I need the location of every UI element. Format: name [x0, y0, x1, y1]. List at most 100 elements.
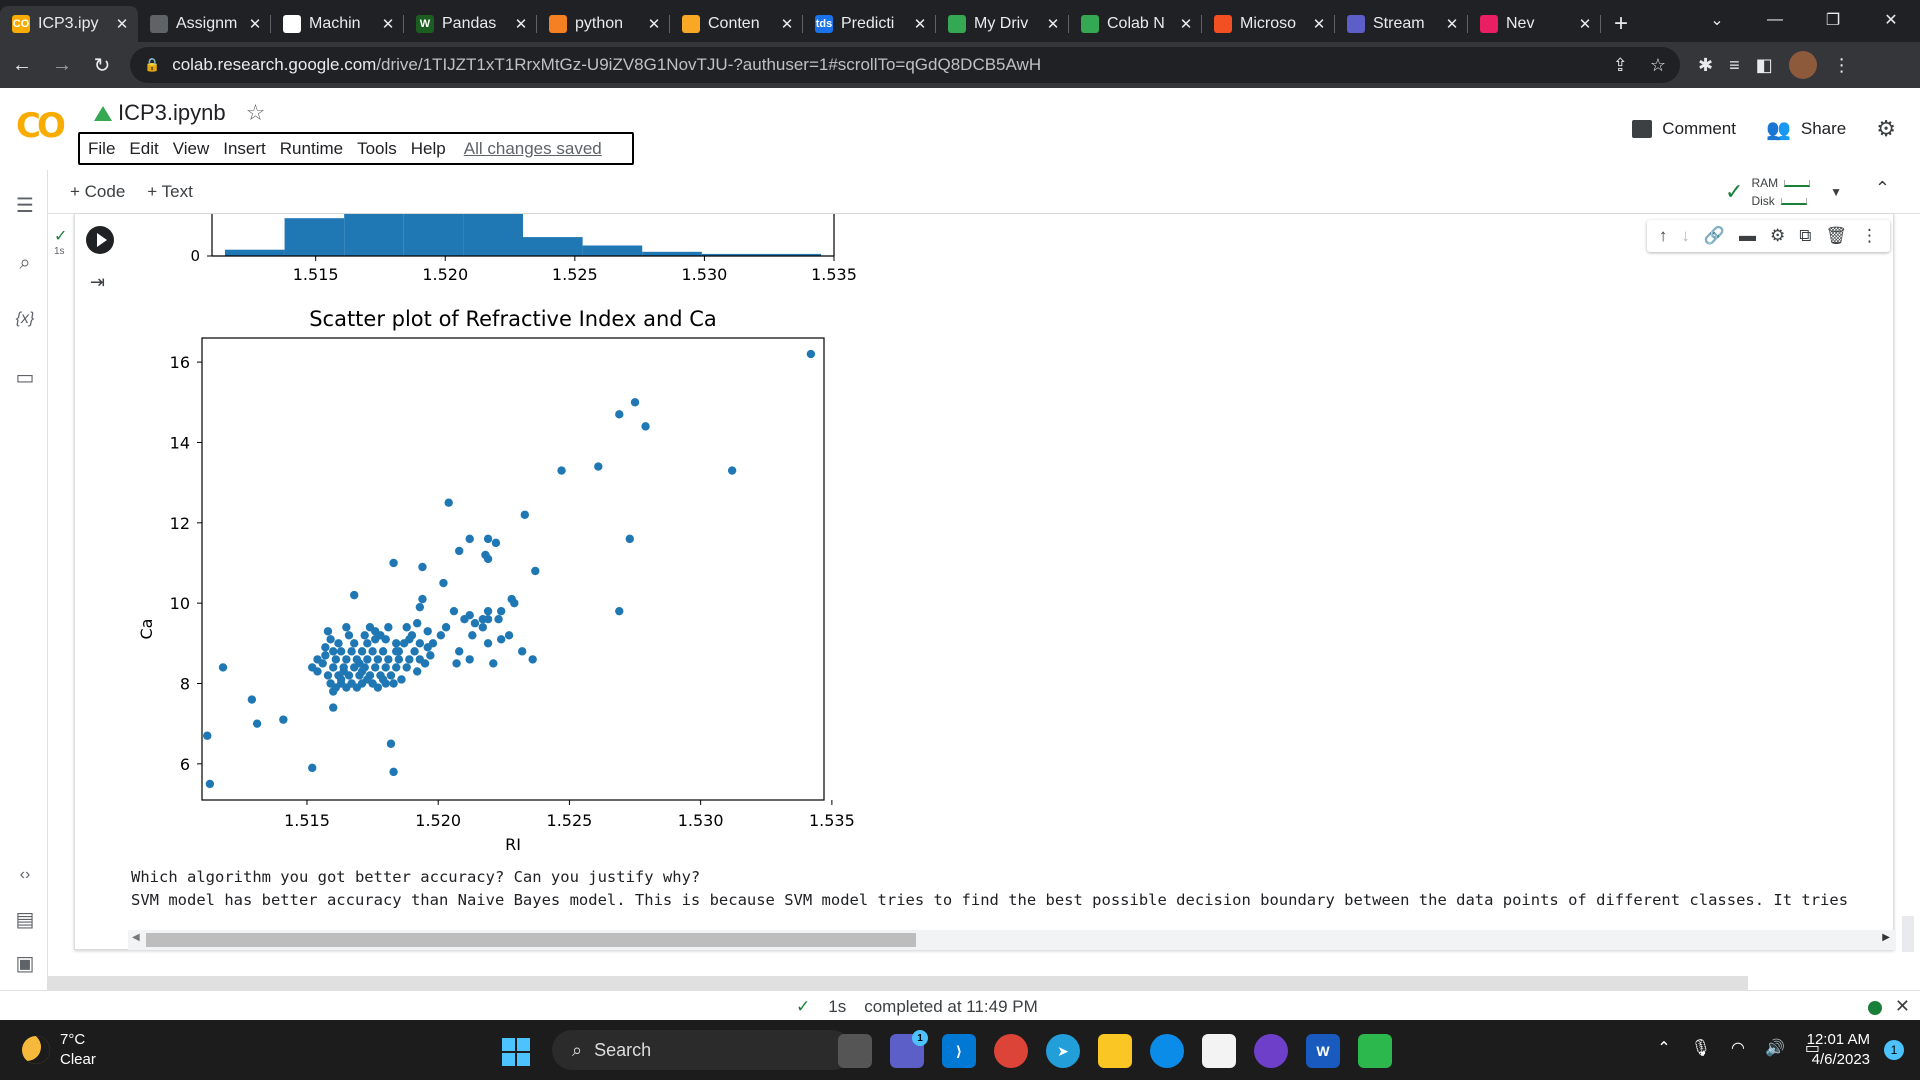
browser-tab[interactable]: CO ICP3.ipy ✕ — [0, 6, 138, 42]
share-button[interactable]: 👥 Share — [1766, 117, 1846, 142]
add-code-button[interactable]: + Code — [70, 181, 126, 201]
volume-icon[interactable]: 🔊 — [1764, 1040, 1785, 1057]
menu-view[interactable]: View — [172, 138, 210, 158]
output-horizontal-scrollbar[interactable]: ◀ ▶ — [128, 930, 1896, 950]
minimize-icon[interactable]: — — [1767, 11, 1783, 28]
tab-close-icon[interactable]: ✕ — [514, 16, 528, 33]
forward-icon[interactable]: → — [52, 53, 72, 76]
scrollbar-thumb[interactable] — [146, 933, 916, 947]
extensions-icon[interactable]: ✱ — [1698, 54, 1714, 75]
edge-icon[interactable] — [1150, 1034, 1184, 1068]
teams-icon[interactable]: 1 — [890, 1030, 928, 1068]
browser-tab[interactable]: python ✕ — [537, 6, 670, 42]
menu-edit[interactable]: Edit — [129, 138, 159, 158]
menu-help[interactable]: Help — [410, 138, 446, 158]
microphone-icon[interactable]: 🎙 — [1690, 1040, 1711, 1057]
store-icon[interactable] — [1202, 1034, 1236, 1068]
browser-tab[interactable]: Nev ✕ — [1468, 6, 1601, 42]
move-up-icon[interactable]: ↑ — [1658, 226, 1668, 245]
browser-tab[interactable]: Microso ✕ — [1202, 6, 1335, 42]
colab-logo[interactable]: CO — [16, 106, 66, 146]
move-down-icon[interactable]: ↓ — [1681, 226, 1690, 245]
tab-close-icon[interactable]: ✕ — [1046, 16, 1060, 33]
tab-search-icon[interactable]: ⌄ — [1710, 12, 1724, 29]
menu-insert[interactable]: Insert — [223, 138, 266, 158]
browser-tab[interactable]: Stream ✕ — [1335, 6, 1468, 42]
start-button-icon[interactable] — [502, 1038, 530, 1066]
cell-settings-icon[interactable]: ⚙ — [1770, 226, 1786, 245]
collapse-header-icon[interactable]: ⌃ — [1874, 178, 1890, 198]
notification-badge[interactable]: 1 — [1884, 1040, 1904, 1060]
bookmark-star-icon[interactable]: ☆ — [1649, 54, 1666, 75]
save-status[interactable]: All changes saved — [463, 138, 602, 158]
taskbar-search[interactable]: ⌕ Search — [552, 1030, 852, 1070]
reload-icon[interactable]: ↻ — [93, 54, 111, 77]
scroll-right-icon[interactable]: ▶ — [1882, 932, 1890, 943]
new-tab-button[interactable]: + — [1613, 10, 1628, 37]
table-of-contents-icon[interactable]: ☰ — [16, 194, 34, 217]
browser-tab[interactable]: Colab N ✕ — [1069, 6, 1202, 42]
chrome-icon[interactable] — [994, 1034, 1028, 1068]
word-icon[interactable]: W — [1306, 1034, 1340, 1068]
address-bar[interactable]: 🔒 colab.research.google.com /drive/1TIJZ… — [130, 47, 1680, 83]
profile-avatar[interactable] — [1788, 51, 1817, 79]
task-view-icon[interactable] — [838, 1034, 872, 1068]
delete-icon[interactable]: 🗑 — [1825, 226, 1847, 245]
resources-dropdown-icon[interactable]: ▼ — [1830, 185, 1842, 199]
browser-tab[interactable]: Conten ✕ — [670, 6, 803, 42]
comment-cell-icon[interactable]: ▬ — [1739, 226, 1757, 245]
browser-tab[interactable]: Assignm ✕ — [138, 6, 271, 42]
tab-close-icon[interactable]: ✕ — [1445, 16, 1459, 33]
status-completed[interactable]: completed at 11:49 PM — [864, 997, 1038, 1016]
terminal-icon[interactable]: ▣ — [15, 952, 35, 975]
tab-close-icon[interactable]: ✕ — [1179, 16, 1193, 33]
app-green-icon[interactable] — [1358, 1034, 1392, 1068]
settings-gear-icon[interactable]: ⚙ — [1876, 116, 1896, 141]
tab-close-icon[interactable]: ✕ — [1312, 16, 1326, 33]
runtime-resources[interactable]: ✓ RAM Disk ▼ — [1725, 174, 1842, 210]
browser-tab[interactable]: tds Predicti ✕ — [803, 6, 936, 42]
taskbar-clock[interactable]: 12:01 AM 4/6/2023 — [1807, 1030, 1870, 1070]
page-horizontal-scrollbar[interactable] — [48, 976, 1748, 990]
vscode-icon[interactable]: ⟩ — [942, 1034, 976, 1068]
files-folder-icon[interactable]: ▭ — [15, 366, 35, 389]
tab-close-icon[interactable]: ✕ — [647, 16, 661, 33]
menu-runtime[interactable]: Runtime — [279, 138, 344, 158]
share-page-icon[interactable]: ⇪ — [1612, 54, 1628, 75]
browser-menu-icon[interactable]: ⋮ — [1832, 54, 1851, 75]
tab-close-icon[interactable]: ✕ — [381, 16, 395, 33]
tab-close-icon[interactable]: ✕ — [1578, 16, 1592, 33]
restore-icon[interactable]: ❐ — [1825, 12, 1841, 29]
tab-close-icon[interactable]: ✕ — [780, 16, 794, 33]
close-window-icon[interactable]: ✕ — [1884, 12, 1898, 29]
code-snippets-icon[interactable]: ‹› — [19, 866, 31, 883]
tray-overflow-icon[interactable]: ⌃ — [1657, 1040, 1671, 1057]
add-text-button[interactable]: + Text — [147, 181, 193, 201]
comment-button[interactable]: Comment — [1632, 119, 1736, 139]
mirror-cell-icon[interactable]: ⧉ — [1799, 226, 1812, 245]
notebook-name[interactable]: ICP3.ipynb — [118, 100, 226, 125]
github-desktop-icon[interactable] — [1254, 1034, 1288, 1068]
output-vertical-scrollbar[interactable] — [1902, 916, 1914, 952]
output-actions-icon[interactable]: ⇥ — [90, 272, 106, 292]
side-panel-icon[interactable]: ◧ — [1755, 54, 1773, 75]
search-icon[interactable]: ⌕ — [19, 251, 31, 274]
weather-widget[interactable]: 7°C Clear — [22, 1030, 96, 1070]
back-icon[interactable]: ← — [12, 53, 32, 76]
variables-icon[interactable]: {x} — [15, 310, 35, 327]
link-icon[interactable]: 🔗 — [1703, 226, 1726, 245]
run-cell-button[interactable] — [86, 226, 114, 254]
browser-tab[interactable]: Machin ✕ — [271, 6, 404, 42]
tab-close-icon[interactable]: ✕ — [248, 16, 262, 33]
menu-tools[interactable]: Tools — [357, 138, 397, 158]
telegram-icon[interactable]: ➤ — [1046, 1034, 1080, 1068]
battery-icon[interactable]: ▭ — [1804, 1040, 1820, 1057]
browser-tab[interactable]: My Driv ✕ — [936, 6, 1069, 42]
tab-close-icon[interactable]: ✕ — [115, 16, 129, 33]
scroll-left-icon[interactable]: ◀ — [132, 932, 140, 943]
media-icon[interactable]: ≡ — [1729, 54, 1740, 75]
command-palette-icon[interactable]: ▤ — [15, 908, 35, 931]
tab-close-icon[interactable]: ✕ — [913, 16, 927, 33]
star-icon[interactable]: ☆ — [245, 100, 266, 125]
more-options-icon[interactable]: ⋮ — [1861, 226, 1878, 245]
